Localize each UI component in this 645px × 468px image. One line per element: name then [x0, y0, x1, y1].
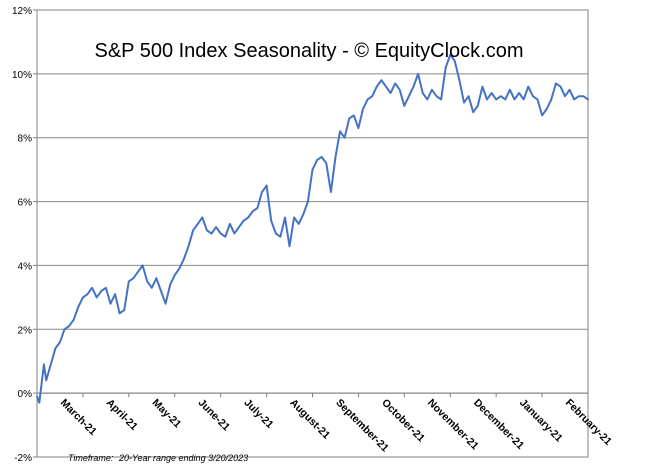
y-tick-label: 6% — [18, 198, 33, 209]
y-tick-label: 2% — [18, 325, 33, 336]
y-tick-label: 10% — [12, 70, 32, 81]
y-tick-label: -2% — [14, 453, 32, 464]
y-tick-label: 0% — [18, 389, 33, 400]
y-tick-label: 8% — [18, 134, 33, 145]
series-line — [36, 53, 589, 404]
footnote-text: 20-Year range ending 3/20/2023 — [118, 453, 248, 463]
y-tick-label: 12% — [12, 6, 32, 17]
plot-area — [36, 9, 589, 458]
y-tick-label: 4% — [18, 261, 33, 272]
chart-title: S&P 500 Index Seasonality - © EquityCloc… — [94, 40, 523, 62]
series-layer — [36, 53, 589, 404]
y-axis: -2% 0% 2% 4% 6% 8% 10% 12% — [12, 6, 37, 464]
footnote-label: Timeframe: — [68, 453, 114, 463]
